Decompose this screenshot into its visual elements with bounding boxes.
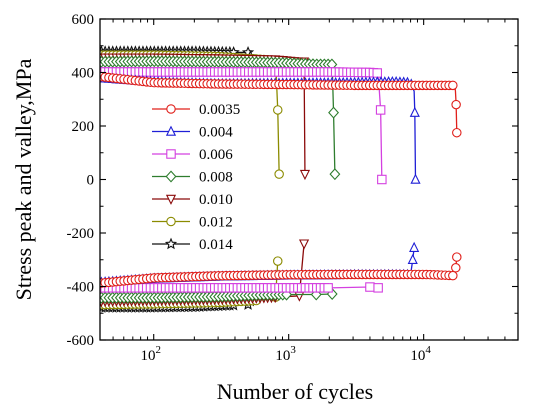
series-marker-peak-0.006 (372, 68, 382, 78)
legend-marker (166, 104, 176, 114)
legend-label: 0.014 (199, 237, 233, 253)
series-marker-peak-0.006 (377, 174, 387, 185)
series-marker-peak-0.010 (299, 169, 311, 181)
legend-item-0.0035: 0.0035 (152, 102, 240, 118)
series-marker-peak-0.012 (274, 169, 284, 179)
legend-label: 0.008 (199, 170, 233, 186)
legend: 0.0035 0.004 0.006 0.008 0.010 0.012 0.014 (152, 102, 240, 253)
legend-item-0.010: 0.010 (152, 192, 233, 208)
x-tick-label-exponent: 2 (155, 344, 161, 356)
series-marker-valley-0.012 (273, 256, 283, 266)
legend-item-0.006: 0.006 (152, 147, 233, 163)
legend-label: 0.0035 (199, 102, 240, 118)
series-marker-peak-0.004 (410, 173, 421, 184)
legend-label: 0.012 (199, 215, 233, 231)
x-tick-label-base: 10 (275, 348, 290, 364)
legend-item-0.014: 0.014 (152, 237, 233, 253)
legend-item-0.004: 0.004 (152, 125, 233, 141)
series-marker-peak-0.006 (375, 105, 386, 115)
x-tick-label-base: 10 (410, 348, 425, 364)
series-0.0035 (100, 71, 462, 288)
x-tick-label-exponent: 3 (290, 344, 296, 356)
series-marker-peak-0.012 (273, 105, 283, 115)
series-marker-valley-0.004 (407, 253, 418, 265)
x-tick-label: 104 (410, 344, 431, 364)
series-marker-peak-0.0035 (451, 99, 461, 110)
y-axis-title: Stress peak and valley,MPa (11, 58, 36, 300)
x-axis-title: Number of cycles (217, 379, 373, 404)
y-tick-label: -200 (67, 226, 95, 242)
series-marker-valley-0.0035 (448, 270, 458, 281)
legend-item-0.012: 0.012 (152, 215, 233, 231)
series-marker-valley-0.0035 (451, 263, 461, 273)
series-marker-peak-0.004 (409, 106, 420, 117)
series-marker-valley-0.0035 (452, 252, 462, 262)
legend-label: 0.010 (199, 192, 233, 208)
x-tick-label-base: 10 (140, 348, 155, 364)
series-marker-valley-0.004 (409, 241, 420, 252)
legend-label: 0.006 (199, 147, 233, 163)
y-tick-label: 600 (72, 12, 95, 28)
series-marker-valley-0.006 (373, 283, 383, 293)
series-marker-valley-0.010 (298, 239, 310, 250)
series-marker-valley-0.006 (365, 282, 375, 292)
series-marker-valley-0.006 (323, 283, 333, 293)
legend-marker (164, 237, 178, 250)
series-0.008 (100, 55, 341, 304)
y-tick-label: 200 (72, 119, 95, 135)
series-marker-peak-0.008 (329, 168, 341, 181)
x-tick-label-exponent: 4 (425, 344, 431, 356)
series-0.006 (100, 67, 387, 293)
legend-marker (165, 170, 177, 183)
x-tick-label: 102 (140, 344, 161, 364)
legend-marker (165, 194, 177, 205)
series-marker-peak-0.0035 (452, 127, 462, 138)
y-tick-label: -400 (67, 280, 95, 296)
series-marker-peak-0.0035 (448, 80, 458, 91)
y-tick-label: -600 (67, 333, 95, 349)
legend-marker (165, 125, 177, 136)
y-tick-label: 0 (87, 173, 95, 189)
legend-marker (166, 149, 176, 159)
legend-label: 0.004 (199, 125, 233, 141)
legend-item-0.008: 0.008 (152, 170, 233, 186)
legend-marker (166, 216, 176, 227)
plot-area (100, 45, 462, 313)
y-tick-label: 400 (72, 66, 95, 82)
series-marker-peak-0.008 (328, 106, 339, 119)
plot-series (100, 45, 462, 313)
x-tick-label: 103 (275, 344, 296, 364)
